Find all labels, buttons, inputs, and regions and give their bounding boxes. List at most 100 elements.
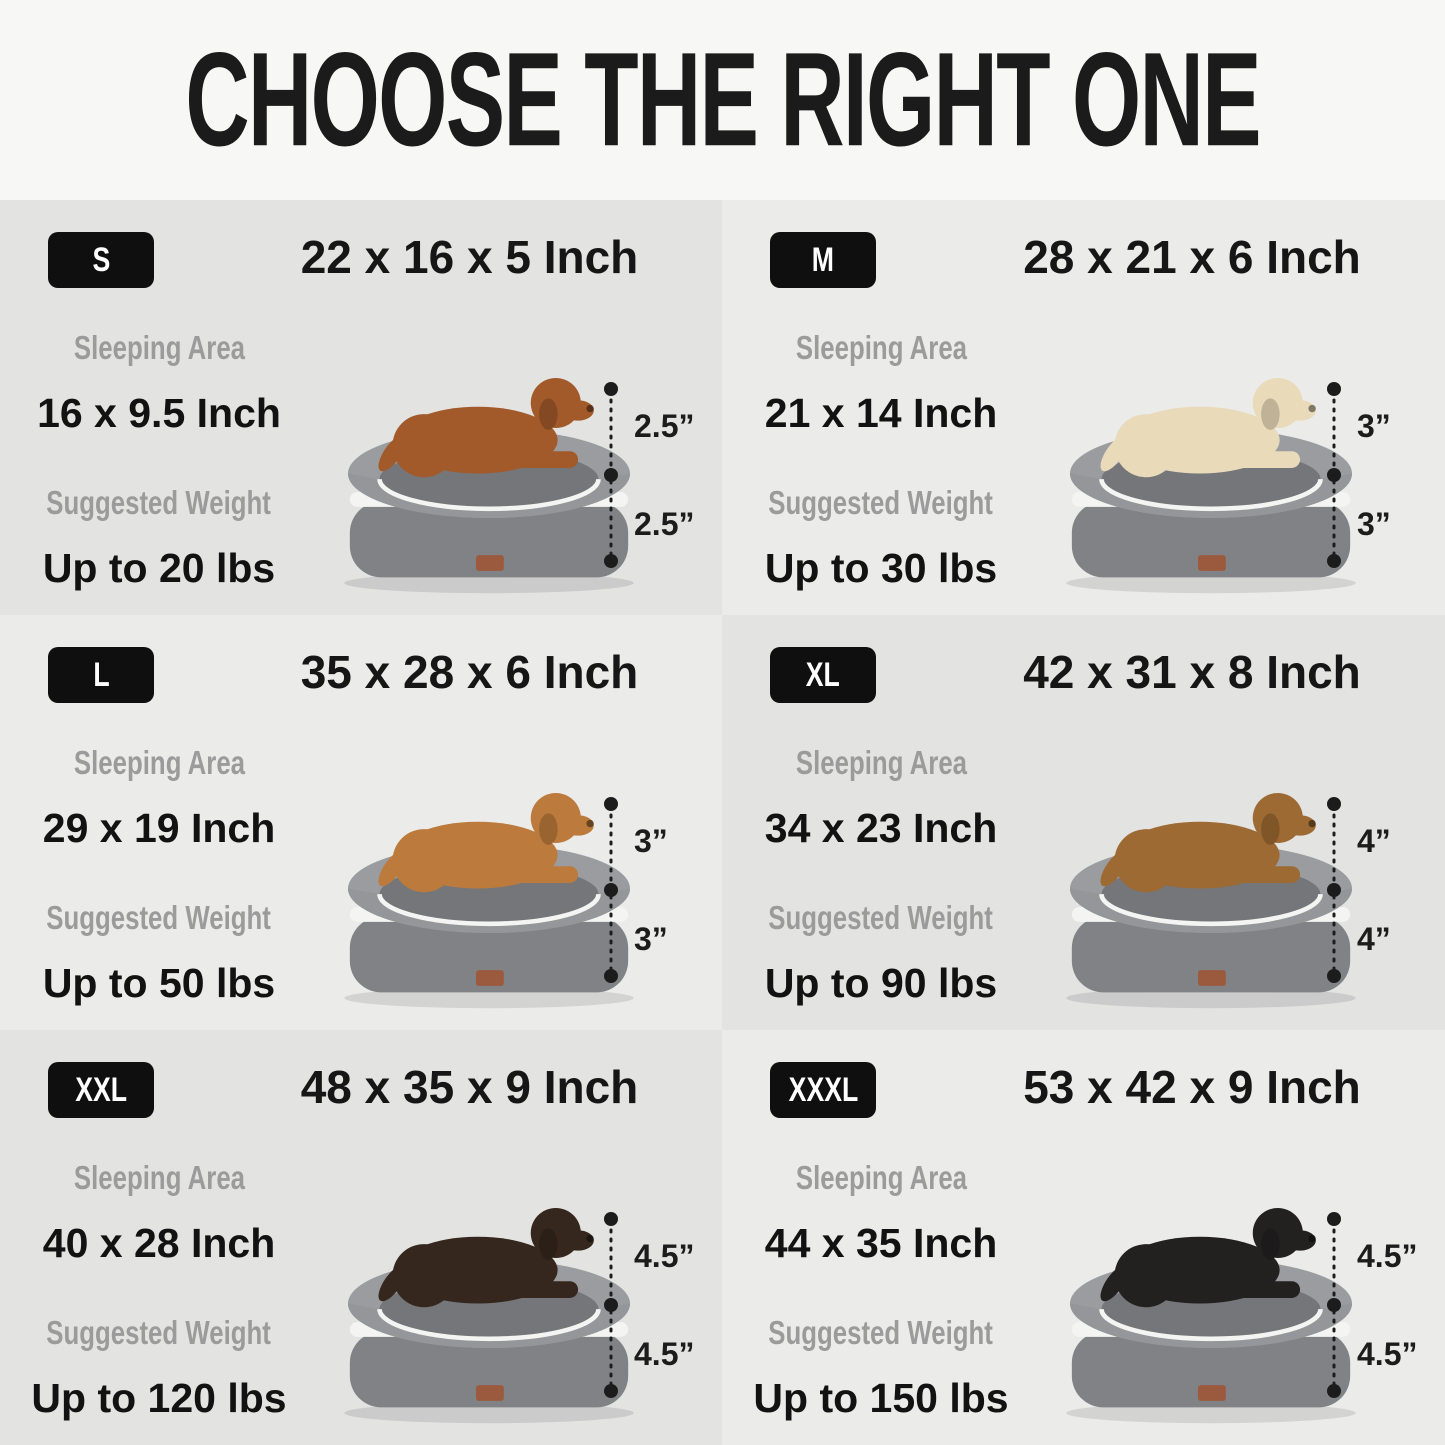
panel-body: Sleeping Area 34 x 23 Inch Suggested Wei… (722, 715, 1445, 1030)
bolster-height-bottom: 3” (634, 920, 668, 957)
size-badge: XXL (48, 1062, 154, 1118)
callout-dotted-line (1325, 795, 1343, 985)
height-callout: 4.5” 4.5” (1321, 1207, 1443, 1403)
size-badge: XXXL (770, 1062, 876, 1118)
bolster-height-top: 4.5” (1357, 1237, 1418, 1274)
suggested-weight-label: Suggested Weight (768, 900, 994, 937)
sleeping-area-label: Sleeping Area (795, 1160, 967, 1197)
bolster-height-top: 3” (634, 822, 668, 859)
callout-dotted-line (1325, 1210, 1343, 1400)
panel-body: Sleeping Area 40 x 28 Inch Suggested Wei… (0, 1130, 722, 1445)
weight-value: Up to 50 lbs (42, 960, 276, 1006)
info-column: Sleeping Area 16 x 9.5 Inch Suggested We… (0, 300, 318, 615)
dog-silhouette (373, 792, 594, 893)
panel-header: XXXL 53 x 42 x 9 Inch (722, 1060, 1445, 1122)
callout-values: 3” 3” (624, 792, 720, 988)
bolster-height-bottom: 4.5” (1357, 1335, 1418, 1372)
bolster-height-bottom: 3” (1357, 505, 1391, 542)
size-panel-xxxl: XXXL 53 x 42 x 9 Inch Sleeping Area 44 x… (722, 1030, 1445, 1445)
size-badge-label: L (92, 655, 110, 694)
callout-dotted-line (602, 1210, 620, 1400)
size-badge-label: XXXL (788, 1070, 858, 1109)
dog-silhouette (1095, 1207, 1316, 1308)
bed-photo: 2.5” 2.5” (318, 300, 722, 615)
callout-dotted-line (602, 380, 620, 570)
bed-dimensions: 22 x 16 x 5 Inch (300, 231, 639, 283)
callout-values: 3” 3” (1347, 377, 1443, 573)
bed-photo: 3” 3” (318, 715, 722, 1030)
callout-values: 2.5” 2.5” (624, 377, 720, 573)
bed-dimensions: 28 x 21 x 6 Inch (1023, 231, 1361, 283)
callout-values: 4” 4” (1347, 792, 1443, 988)
sleeping-area-value: 40 x 28 Inch (42, 1220, 276, 1266)
panel-body: Sleeping Area 21 x 14 Inch Suggested Wei… (722, 300, 1445, 615)
bed-photo: 4.5” 4.5” (318, 1130, 722, 1445)
panel-body: Sleeping Area 16 x 9.5 Inch Suggested We… (0, 300, 722, 615)
size-badge: XL (770, 647, 876, 703)
size-badge: S (48, 232, 154, 288)
suggested-weight-label: Suggested Weight (46, 485, 272, 522)
dog-silhouette (1095, 792, 1316, 893)
weight-value: Up to 150 lbs (753, 1375, 1009, 1421)
bolster-height-bottom: 2.5” (634, 505, 695, 542)
bed-dimensions: 42 x 31 x 8 Inch (1023, 646, 1361, 698)
bed-photo: 3” 3” (1040, 300, 1445, 615)
sleeping-area-value: 29 x 19 Inch (42, 805, 276, 851)
height-callout: 3” 3” (598, 792, 720, 988)
suggested-weight-label: Suggested Weight (768, 1315, 994, 1352)
sleeping-area-label: Sleeping Area (73, 330, 245, 367)
callout-dotted-line (1325, 380, 1343, 570)
callout-dotted-line (602, 795, 620, 985)
size-badge: L (48, 647, 154, 703)
panel-header: XXL 48 x 35 x 9 Inch (0, 1060, 722, 1122)
bolster-height-top: 3” (1357, 407, 1391, 444)
panel-body: Sleeping Area 29 x 19 Inch Suggested Wei… (0, 715, 722, 1030)
info-column: Sleeping Area 40 x 28 Inch Suggested Wei… (0, 1130, 318, 1445)
bolster-height-bottom: 4” (1357, 920, 1391, 957)
bolster-height-bottom: 4.5” (634, 1335, 695, 1372)
size-panel-s: S 22 x 16 x 5 Inch Sleeping Area 16 x 9.… (0, 200, 722, 615)
suggested-weight-label: Suggested Weight (46, 900, 272, 937)
bed-dimensions: 48 x 35 x 9 Inch (300, 1061, 639, 1113)
panel-body: Sleeping Area 44 x 35 Inch Suggested Wei… (722, 1130, 1445, 1445)
info-column: Sleeping Area 29 x 19 Inch Suggested Wei… (0, 715, 318, 1030)
dog-silhouette (373, 1207, 594, 1308)
sleeping-area-value: 21 x 14 Inch (764, 390, 998, 436)
dog-silhouette (373, 377, 594, 478)
sleeping-area-value: 16 x 9.5 Inch (37, 390, 281, 436)
suggested-weight-label: Suggested Weight (46, 1315, 272, 1352)
bolster-height-top: 2.5” (634, 407, 695, 444)
height-callout: 4.5” 4.5” (598, 1207, 720, 1403)
size-badge-label: M (811, 240, 835, 279)
sleeping-area-label: Sleeping Area (795, 745, 967, 782)
weight-value: Up to 90 lbs (764, 960, 998, 1006)
height-callout: 3” 3” (1321, 377, 1443, 573)
size-panel-xl: XL 42 x 31 x 8 Inch Sleeping Area 34 x 2… (722, 615, 1445, 1030)
bed-dimensions: 53 x 42 x 9 Inch (1023, 1061, 1361, 1113)
sleeping-area-label: Sleeping Area (795, 330, 967, 367)
sleeping-area-value: 44 x 35 Inch (764, 1220, 998, 1266)
bed-photo: 4” 4” (1040, 715, 1445, 1030)
bed-dimensions: 35 x 28 x 6 Inch (300, 646, 639, 698)
sleeping-area-label: Sleeping Area (73, 1160, 245, 1197)
weight-value: Up to 20 lbs (42, 545, 276, 591)
panel-header: XL 42 x 31 x 8 Inch (722, 645, 1445, 707)
height-callout: 2.5” 2.5” (598, 377, 720, 573)
size-panel-xxl: XXL 48 x 35 x 9 Inch Sleeping Area 40 x … (0, 1030, 722, 1445)
height-callout: 4” 4” (1321, 792, 1443, 988)
sleeping-area-value: 34 x 23 Inch (764, 805, 998, 851)
size-panel-l: L 35 x 28 x 6 Inch Sleeping Area 29 x 19… (0, 615, 722, 1030)
bolster-height-top: 4.5” (634, 1237, 695, 1274)
bolster-height-top: 4” (1357, 822, 1391, 859)
size-badge: M (770, 232, 876, 288)
size-badge-label: S (92, 240, 110, 279)
page-title: CHOOSE THE RIGHT ONE (185, 25, 1261, 174)
weight-value: Up to 120 lbs (31, 1375, 287, 1421)
info-column: Sleeping Area 44 x 35 Inch Suggested Wei… (722, 1130, 1040, 1445)
info-column: Sleeping Area 21 x 14 Inch Suggested Wei… (722, 300, 1040, 615)
info-column: Sleeping Area 34 x 23 Inch Suggested Wei… (722, 715, 1040, 1030)
callout-values: 4.5” 4.5” (624, 1207, 720, 1403)
size-badge-label: XL (805, 655, 841, 694)
panel-header: S 22 x 16 x 5 Inch (0, 230, 722, 292)
